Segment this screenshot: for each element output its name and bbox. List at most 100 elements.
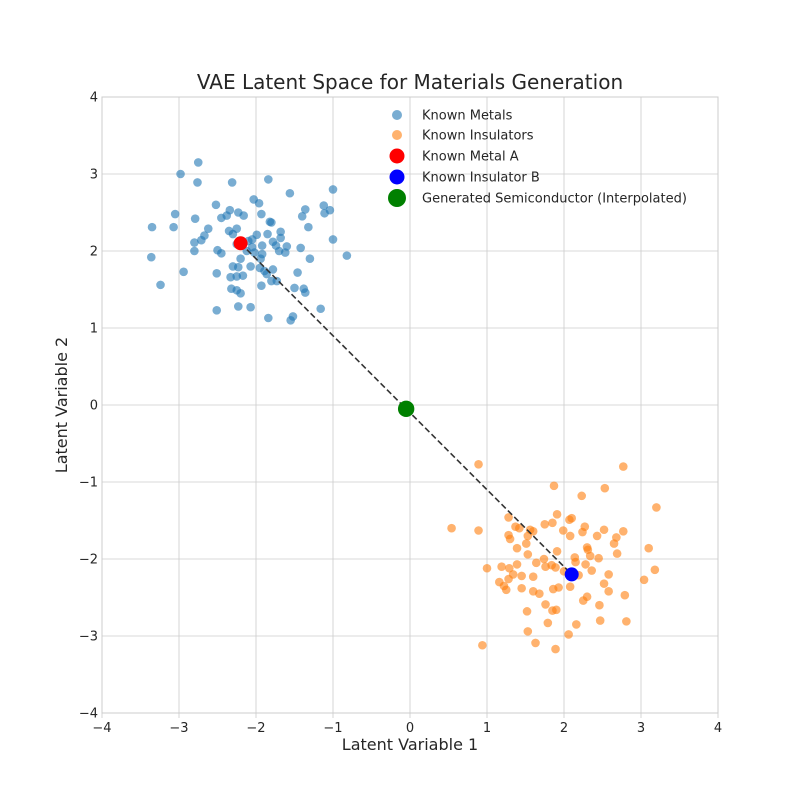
- known-metals-point: [264, 313, 273, 323]
- known-metals-point: [217, 249, 226, 258]
- known-insulators-point: [551, 644, 560, 654]
- x-tick-label: 4: [714, 721, 722, 736]
- x-tick-label: 0: [406, 721, 414, 736]
- legend-label: Known Metals: [422, 109, 513, 124]
- known-insulators-point: [447, 523, 456, 533]
- known-metals-point: [227, 178, 237, 187]
- x-tick-label: −4: [92, 721, 111, 736]
- y-tick-label: 3: [90, 168, 98, 183]
- known-insulators-point: [474, 459, 483, 469]
- known-metals-point: [212, 305, 222, 315]
- known-metals-point: [190, 246, 199, 256]
- known-insulators-point: [580, 522, 590, 531]
- known-insulators-point: [528, 572, 538, 582]
- known-metals-point: [276, 233, 285, 243]
- known-insulators-point: [521, 539, 531, 548]
- known-insulators-point: [650, 565, 660, 575]
- known-metals-point: [264, 175, 273, 184]
- known-insulators-point: [552, 605, 561, 615]
- known-metals-point: [233, 262, 243, 272]
- y-axis-label: Latent Variable 2: [52, 337, 71, 473]
- legend-marker: [392, 130, 402, 140]
- known-insulators-point: [474, 526, 483, 535]
- known-metals-point: [320, 208, 329, 218]
- known-insulators-point: [541, 600, 550, 609]
- known-metals-point: [222, 211, 232, 220]
- known-insulators-point: [604, 570, 613, 579]
- x-tick-label: −2: [246, 721, 265, 736]
- known-insulators-point: [512, 543, 522, 553]
- generated-semiconductor-interpolated-marker: [397, 400, 415, 418]
- known-insulators-point: [523, 627, 533, 636]
- known-metals-point: [257, 209, 266, 219]
- known-insulators-point: [552, 547, 562, 556]
- known-insulators-point: [644, 543, 653, 553]
- known-insulators-point: [565, 582, 575, 592]
- known-insulators-point: [620, 590, 630, 600]
- ticks: −4 −3 −2 −1 0 1 2 3 4 −4 −3 −2 −1 0 1 2 3 4: [79, 91, 722, 737]
- known-insulators-point: [505, 534, 515, 544]
- known-insulators-point: [599, 579, 609, 588]
- known-metals-point: [328, 185, 338, 194]
- known-insulators-point: [528, 526, 538, 536]
- known-insulators-point: [585, 551, 595, 561]
- known-metals-point: [285, 188, 295, 198]
- x-tick-label: 2: [560, 721, 568, 736]
- known-insulators-point: [505, 563, 514, 573]
- known-metals-point: [263, 229, 272, 239]
- known-insulators-point: [564, 630, 573, 639]
- known-metals-point: [169, 222, 178, 232]
- y-tick-label: 1: [90, 322, 98, 337]
- known-insulators-point: [549, 481, 559, 491]
- known-metals-point: [176, 169, 185, 179]
- known-metals-point: [190, 214, 200, 223]
- known-insulators-point: [577, 491, 587, 501]
- known-insulators-point: [609, 539, 619, 548]
- known-insulators-point: [523, 550, 533, 559]
- x-tick-label: 3: [637, 721, 645, 736]
- known-insulators-point: [504, 513, 513, 522]
- known-metals-point: [212, 269, 222, 278]
- known-insulators-point: [497, 562, 506, 571]
- known-insulators-point: [622, 617, 631, 626]
- known-insulators-point: [543, 618, 553, 628]
- known-insulators-point: [552, 510, 562, 519]
- known-metals-point: [257, 241, 267, 250]
- known-metals-point: [197, 235, 206, 245]
- known-metals-point: [296, 243, 305, 253]
- known-metals-point: [342, 251, 352, 260]
- chart-title: VAE Latent Space for Materials Generatio…: [197, 70, 623, 94]
- known-metals-point: [254, 198, 264, 208]
- known-insulator-b-marker: [564, 567, 579, 582]
- known-metals-point: [267, 218, 276, 227]
- known-insulators-point: [612, 549, 622, 558]
- x-axis-label: Latent Variable 1: [342, 735, 478, 754]
- known-metals-point: [170, 209, 180, 219]
- known-insulators-point: [548, 518, 557, 528]
- known-insulators-point: [572, 620, 581, 629]
- known-insulators-point: [582, 592, 592, 602]
- known-metals-point: [238, 271, 248, 280]
- known-insulators-point: [531, 638, 540, 648]
- y-tick-label: −2: [79, 553, 98, 568]
- known-metals-point: [276, 227, 285, 237]
- known-metals-point: [147, 222, 157, 232]
- known-insulators-point: [540, 520, 550, 529]
- known-metals-point: [190, 238, 199, 247]
- known-insulators-point: [512, 560, 522, 569]
- known-metals-point: [316, 304, 325, 314]
- known-insulators-point: [571, 557, 580, 567]
- known-metals-point: [246, 302, 255, 312]
- known-metals-point: [236, 289, 245, 298]
- known-insulators-point: [587, 566, 597, 575]
- known-metal-a-marker: [233, 236, 248, 251]
- legend-label: Known Metal A: [422, 150, 519, 165]
- known-insulators-point: [515, 523, 524, 533]
- known-insulators-point: [652, 503, 661, 512]
- known-insulators-point: [592, 531, 602, 541]
- legend-marker: [388, 189, 406, 207]
- known-metals-point: [268, 265, 278, 274]
- known-insulators-point: [581, 560, 590, 569]
- known-metals-point: [179, 267, 188, 277]
- known-insulators-point: [595, 600, 604, 610]
